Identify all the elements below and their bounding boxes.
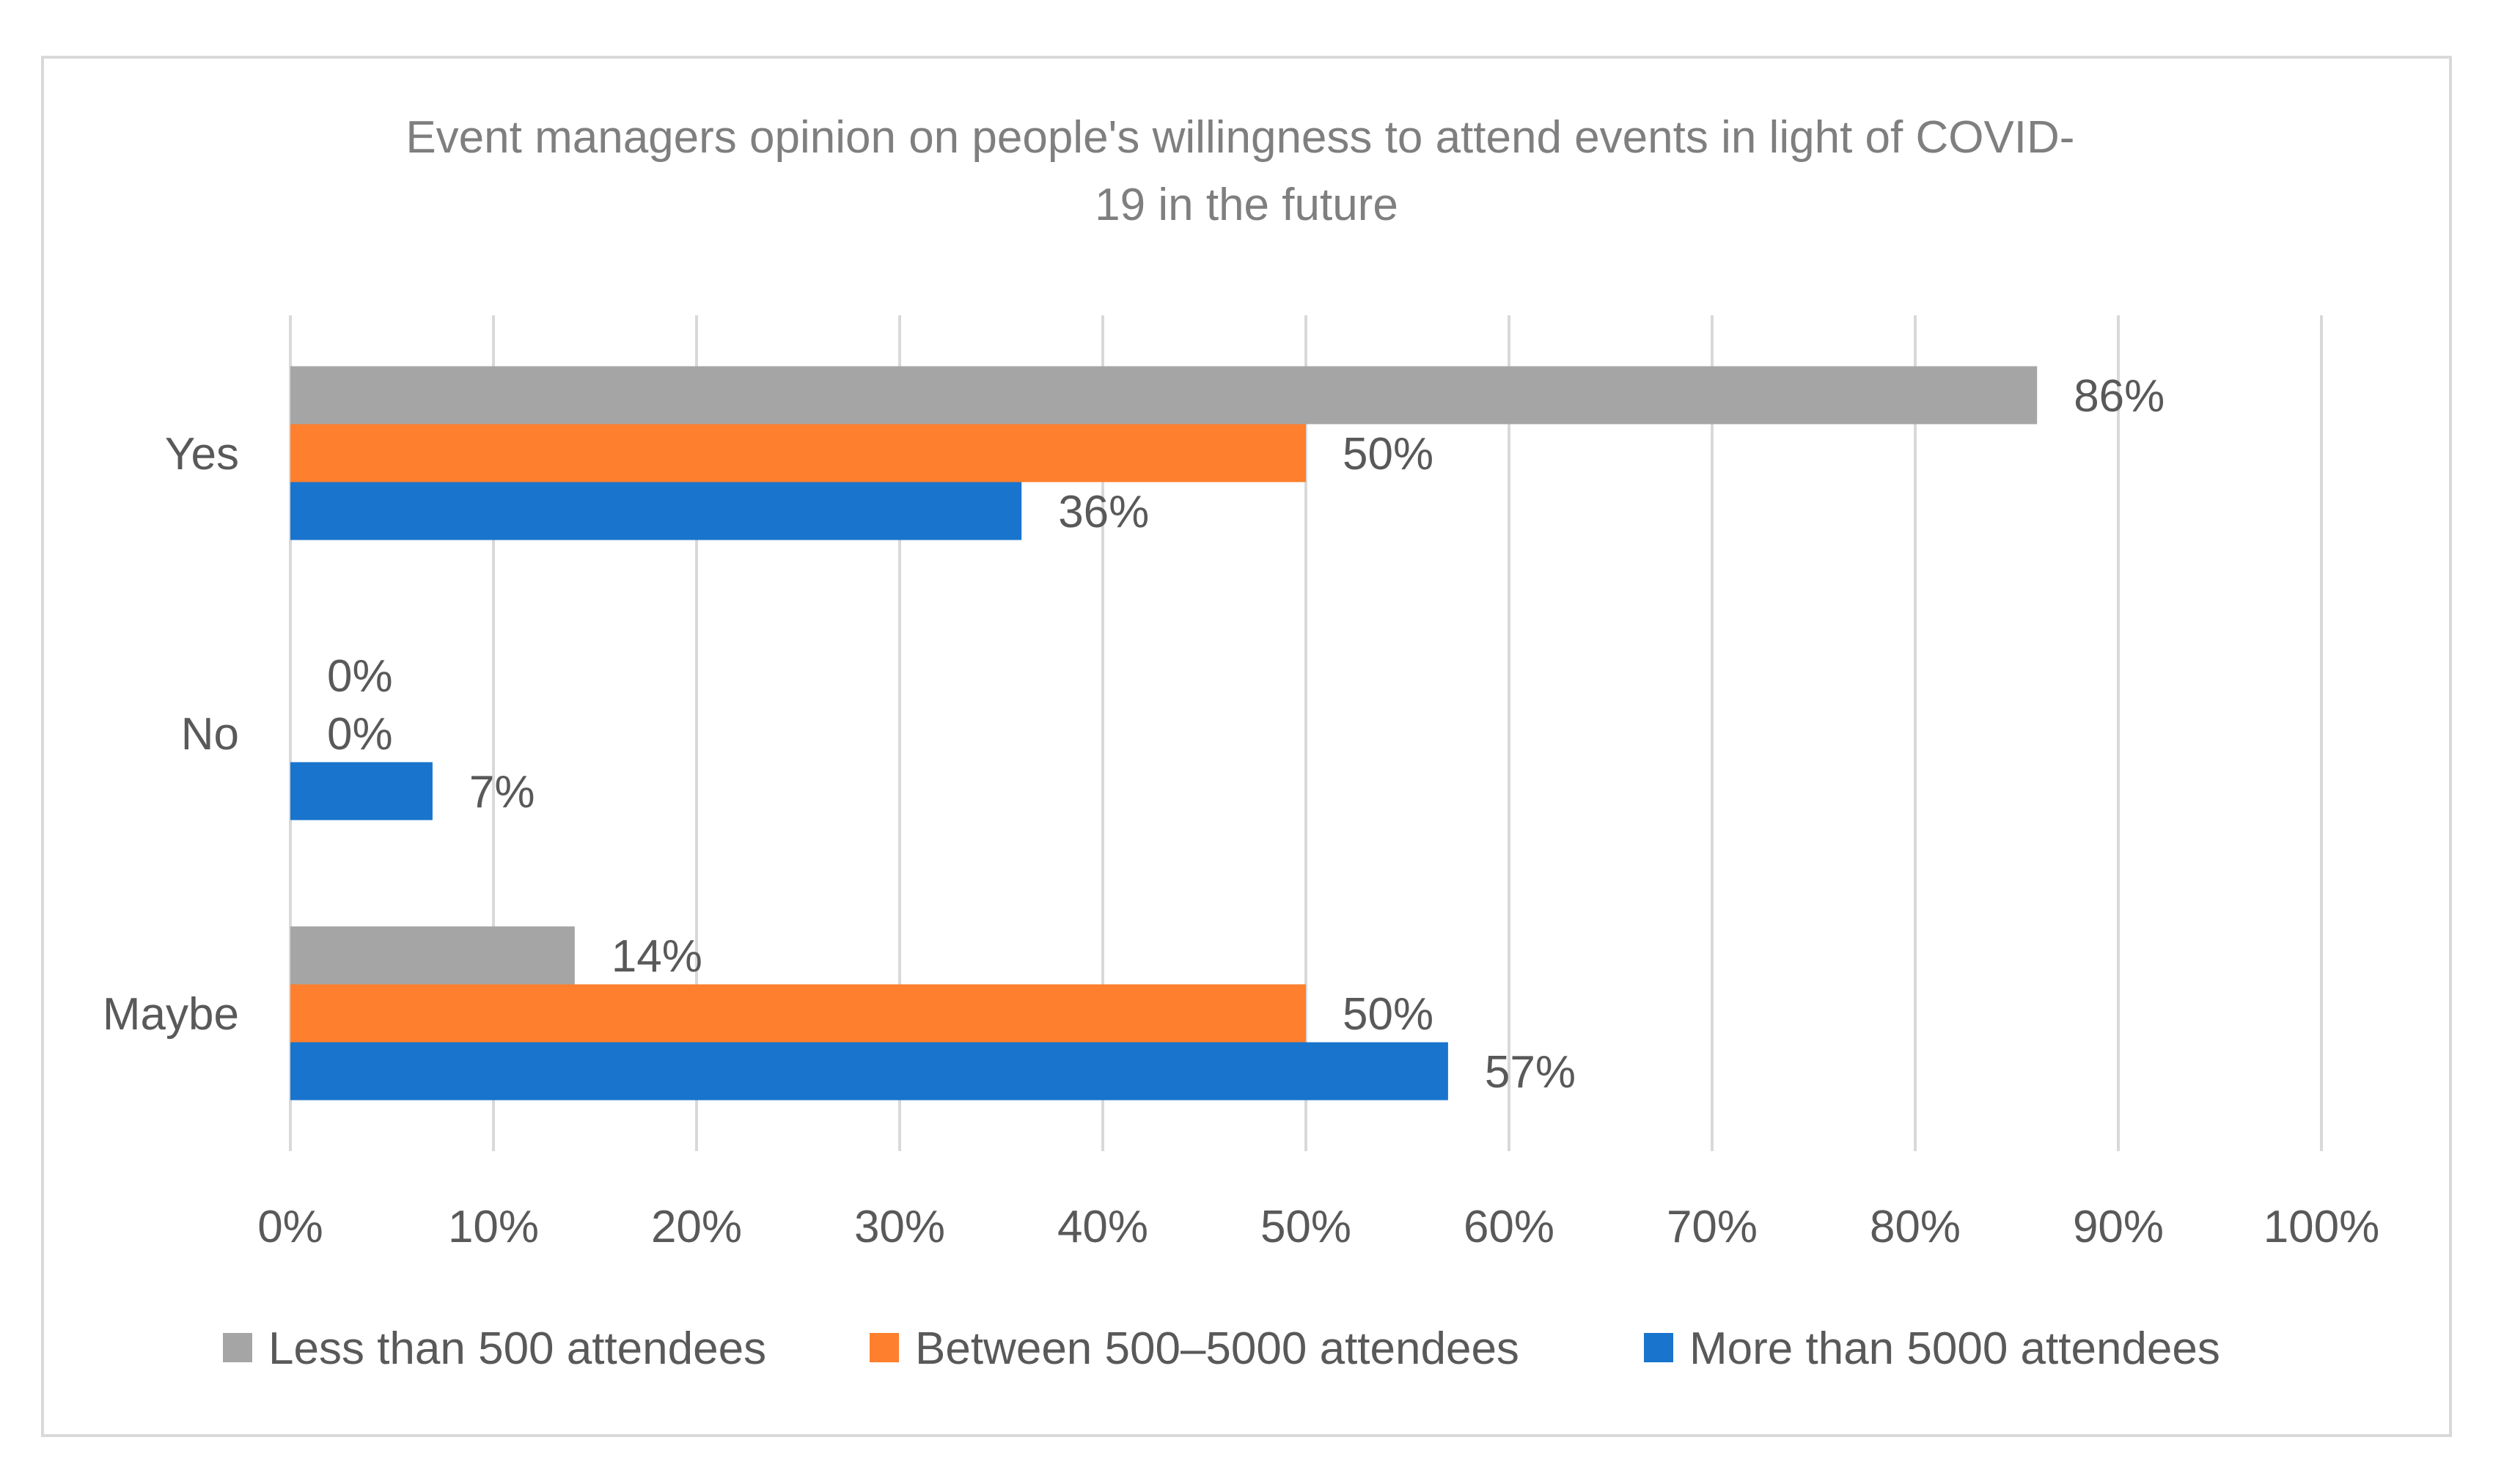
value-label-no-series-1: 0%: [327, 709, 393, 760]
category-label-maybe: Maybe: [103, 989, 239, 1040]
legend-swatch-1: [870, 1333, 899, 1362]
value-label-maybe-series-2: 57%: [1485, 1047, 1576, 1098]
value-labels: 86% 50% 36% 0% 0% 7% 14% 50% 57%: [327, 371, 2165, 1098]
category-labels: Yes No Maybe: [103, 429, 239, 1040]
category-label-no: No: [181, 709, 239, 760]
bar-maybe-series-1: [290, 984, 1306, 1043]
x-tick-label-10: 100%: [2263, 1202, 2380, 1252]
x-tick-label-0: 0%: [257, 1202, 323, 1252]
value-label-yes-series-1: 50%: [1343, 429, 1433, 480]
bars: [290, 366, 2038, 1101]
bar-maybe-series-0: [290, 926, 575, 985]
chart-title-line-2: 19 in the future: [1095, 180, 1398, 230]
x-tick-label-1: 10%: [448, 1202, 539, 1252]
x-tick-label-7: 70%: [1667, 1202, 1758, 1252]
x-tick-label-8: 80%: [1870, 1202, 1961, 1252]
value-label-yes-series-2: 36%: [1058, 487, 1149, 537]
chart-border: [41, 56, 2452, 1437]
legend-label-1: Between 500–5000 attendees: [915, 1323, 1519, 1374]
x-tick-label-6: 60%: [1464, 1202, 1554, 1252]
chart-title-line-1: Event managers opinion on people's willi…: [405, 112, 2074, 163]
x-tick-label-3: 30%: [854, 1202, 945, 1252]
legend-swatch-2: [1644, 1333, 1673, 1362]
legend: Less than 500 attendees Between 500–5000 …: [223, 1323, 2220, 1374]
category-label-yes: Yes: [165, 429, 239, 480]
legend-label-0: Less than 500 attendees: [268, 1323, 766, 1374]
legend-label-2: More than 5000 attendees: [1689, 1323, 2220, 1374]
value-label-maybe-series-0: 14%: [612, 931, 702, 982]
bar-maybe-series-2: [290, 1042, 1448, 1101]
bar-no-series-2: [290, 762, 433, 820]
value-label-no-series-2: 7%: [469, 767, 535, 818]
value-label-no-series-0: 0%: [327, 651, 393, 702]
legend-swatch-0: [223, 1333, 252, 1362]
x-axis-tick-labels: 0% 10% 20% 30% 40% 50% 60% 70% 80% 90% 100%: [257, 1202, 2379, 1252]
x-tick-label-5: 50%: [1260, 1202, 1351, 1252]
bar-yes-series-1: [290, 424, 1306, 482]
bar-yes-series-0: [290, 366, 2038, 425]
x-tick-label-2: 20%: [651, 1202, 742, 1252]
value-label-maybe-series-1: 50%: [1343, 989, 1433, 1040]
bar-yes-series-2: [290, 482, 1022, 540]
x-tick-label-9: 90%: [2073, 1202, 2164, 1252]
value-label-yes-series-0: 86%: [2074, 371, 2165, 422]
chart-title: Event managers opinion on people's willi…: [405, 112, 2087, 230]
x-tick-label-4: 40%: [1057, 1202, 1148, 1252]
